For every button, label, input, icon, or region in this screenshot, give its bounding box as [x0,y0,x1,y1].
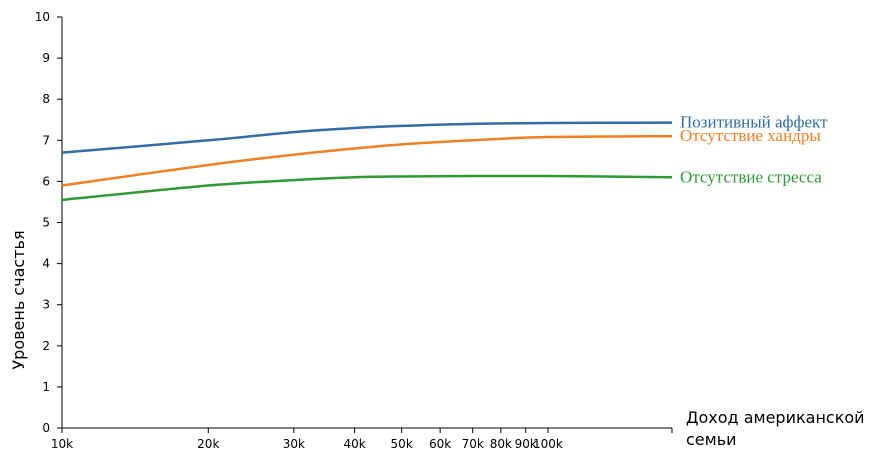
x-tick-label: 20k [197,437,219,451]
series-line [61,134,673,187]
y-tick-label: 6 [42,174,50,188]
x-tick-label: 80k [490,437,512,451]
x-tick-label: 30k [283,437,305,451]
series-label: Отсутствие стресса [680,167,822,186]
y-tick-label: 0 [42,421,50,435]
x-tick-label: 40k [343,437,365,451]
x-tick-label: 100k [533,437,563,451]
x-tick-label: 70k [462,437,484,451]
x-axis-label: Доход американской семьи [686,408,865,449]
y-tick-label: 3 [42,298,50,312]
y-tick-label: 7 [42,133,50,147]
y-tick-label: 5 [42,216,50,230]
x-tick-label: 60k [429,437,451,451]
series-line [61,174,673,202]
y-tick-label: 1 [42,380,50,394]
series-label: Позитивный аффект [680,113,828,132]
y-tick-label: 10 [35,10,50,24]
y-tick-label: 9 [42,51,50,65]
x-tick-label: 50k [391,437,413,451]
series-label: Отсутствие хандры [680,126,821,145]
x-tick-label: 10k [51,437,73,451]
series-line [61,121,673,154]
y-tick-label: 8 [42,92,50,106]
x-tick-label: 90k [515,437,537,451]
y-axis-label: Уровень счастья [9,230,28,369]
y-tick-label: 4 [42,257,50,271]
y-tick-label: 2 [42,339,50,353]
